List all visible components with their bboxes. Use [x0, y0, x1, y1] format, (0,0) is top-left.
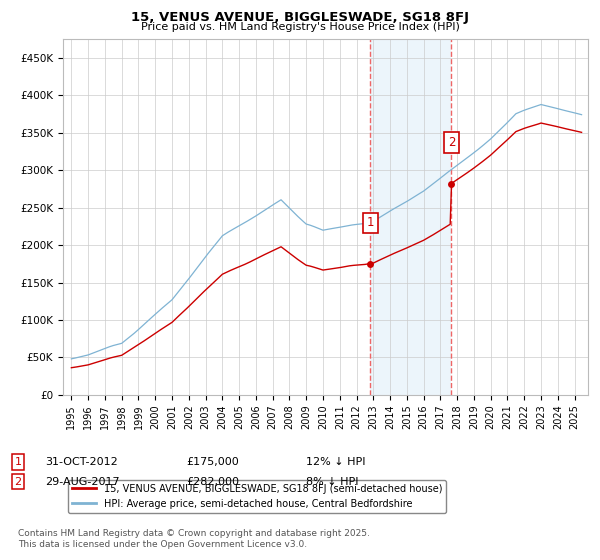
Text: 31-OCT-2012: 31-OCT-2012 — [45, 457, 118, 467]
Text: Price paid vs. HM Land Registry's House Price Index (HPI): Price paid vs. HM Land Registry's House … — [140, 22, 460, 32]
Text: £175,000: £175,000 — [186, 457, 239, 467]
Text: 8% ↓ HPI: 8% ↓ HPI — [306, 477, 359, 487]
Text: £282,000: £282,000 — [186, 477, 239, 487]
Bar — [370, 39, 451, 395]
Text: 29-AUG-2017: 29-AUG-2017 — [45, 477, 119, 487]
Text: 2: 2 — [448, 136, 455, 149]
Text: Contains HM Land Registry data © Crown copyright and database right 2025.
This d: Contains HM Land Registry data © Crown c… — [18, 529, 370, 549]
Text: 15, VENUS AVENUE, BIGGLESWADE, SG18 8FJ: 15, VENUS AVENUE, BIGGLESWADE, SG18 8FJ — [131, 11, 469, 24]
Text: 1: 1 — [367, 216, 374, 229]
Text: 2: 2 — [14, 477, 22, 487]
Text: 12% ↓ HPI: 12% ↓ HPI — [306, 457, 365, 467]
Text: 1: 1 — [14, 457, 22, 467]
Legend: 15, VENUS AVENUE, BIGGLESWADE, SG18 8FJ (semi-detached house), HPI: Average pric: 15, VENUS AVENUE, BIGGLESWADE, SG18 8FJ … — [68, 480, 446, 512]
